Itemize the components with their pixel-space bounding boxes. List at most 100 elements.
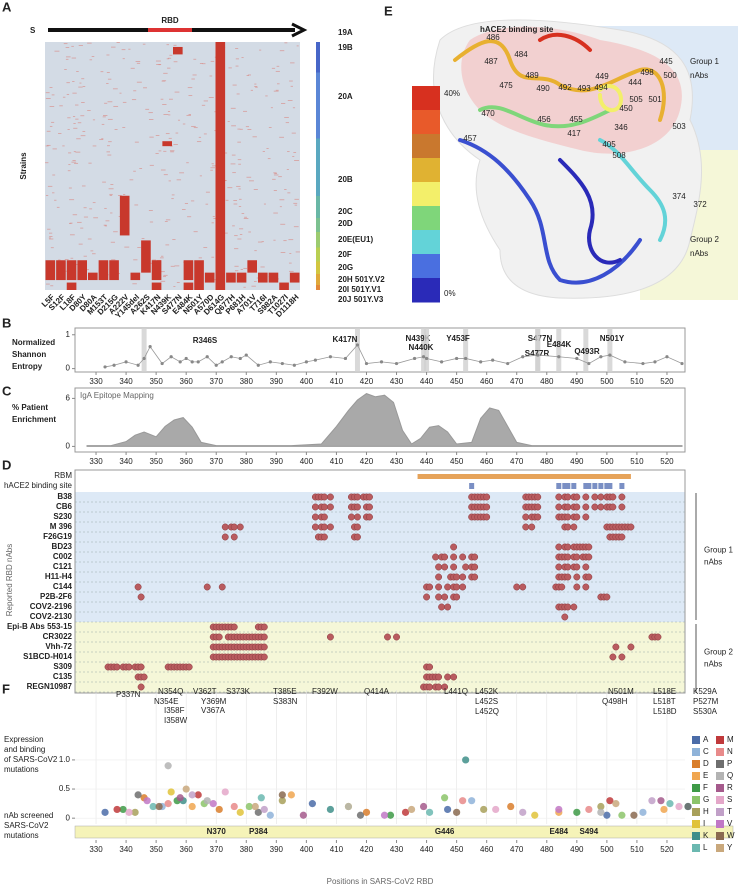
epitope-residue bbox=[534, 503, 542, 511]
group-label: nAbs bbox=[704, 660, 722, 669]
heatmap-texture bbox=[266, 148, 269, 149]
heatmap-texture bbox=[133, 90, 137, 92]
legend-swatch bbox=[692, 844, 700, 852]
heatmap-texture bbox=[71, 45, 74, 47]
legend-label: K bbox=[703, 831, 709, 840]
epitope-residue bbox=[459, 583, 467, 591]
heatmap-texture bbox=[73, 127, 78, 129]
heatmap-texture bbox=[246, 176, 252, 178]
heatmap-texture bbox=[163, 276, 167, 278]
epitope-residue bbox=[618, 493, 626, 501]
heatmap-texture bbox=[160, 169, 166, 171]
y-axis-title: % Patient bbox=[12, 403, 48, 412]
mutation-block bbox=[109, 260, 119, 281]
y-axis-title: Shannon bbox=[12, 350, 46, 359]
clade-label: 20H 501Y.V2 bbox=[338, 275, 385, 284]
mutation-block bbox=[215, 42, 226, 290]
heatmap-texture bbox=[290, 85, 293, 87]
heatmap-texture bbox=[235, 65, 239, 67]
epitope-residue bbox=[582, 563, 590, 571]
mutation-block bbox=[151, 260, 162, 281]
heatmap-texture bbox=[212, 216, 215, 217]
heatmap-texture bbox=[163, 274, 168, 276]
heatmap-texture bbox=[249, 180, 254, 182]
heatmap-texture bbox=[71, 161, 77, 163]
x-tick-label: 520 bbox=[660, 457, 674, 466]
panel-label: C bbox=[2, 383, 12, 398]
mutation-label: L452S bbox=[475, 697, 498, 706]
group-label: nAbs bbox=[704, 558, 722, 567]
x-tick-label: 390 bbox=[270, 845, 284, 854]
mutation-point bbox=[618, 811, 626, 819]
heatmap-texture bbox=[280, 252, 286, 253]
mutation-point bbox=[236, 808, 244, 816]
heatmap-texture bbox=[274, 173, 278, 175]
x-tick-label: 480 bbox=[540, 845, 554, 854]
mutation-point bbox=[597, 802, 605, 811]
residue-label: 449 bbox=[595, 72, 609, 81]
heatmap-texture bbox=[65, 270, 68, 272]
mutation-label: I358F bbox=[164, 706, 185, 715]
entropy-point bbox=[641, 361, 645, 366]
heatmap-texture bbox=[293, 152, 297, 153]
heatmap-texture bbox=[131, 99, 137, 101]
epitope-residue bbox=[654, 633, 662, 641]
epitope-residue bbox=[570, 523, 578, 531]
mutation-point bbox=[287, 791, 295, 799]
entropy-point bbox=[599, 355, 603, 359]
heatmap-texture bbox=[101, 138, 104, 140]
residue-label: 489 bbox=[525, 71, 539, 80]
x-tick-label: 370 bbox=[210, 845, 224, 854]
epitope-residue bbox=[326, 633, 334, 641]
mutation-block bbox=[66, 260, 77, 281]
epitope-residue bbox=[564, 523, 572, 531]
x-tick-label: 450 bbox=[450, 377, 464, 386]
entropy-point bbox=[412, 356, 417, 361]
heatmap-texture bbox=[56, 206, 60, 208]
y-axis-title: Normalized bbox=[12, 338, 55, 347]
epitope-residue bbox=[366, 503, 373, 511]
epitope-residue bbox=[326, 493, 334, 501]
epitope-residue bbox=[591, 493, 599, 501]
residue-label: 417 bbox=[567, 129, 581, 138]
epitope-residue bbox=[609, 653, 617, 661]
mutation-block bbox=[88, 272, 98, 281]
epitope-residue bbox=[260, 653, 268, 661]
epitope-residue bbox=[426, 683, 434, 691]
x-tick-label: 490 bbox=[570, 377, 584, 386]
mutation-point bbox=[203, 797, 211, 805]
epitope-residue bbox=[366, 513, 373, 521]
x-tick-label: 420 bbox=[360, 457, 374, 466]
y-tick-label: 0 bbox=[66, 442, 71, 451]
heatmap-texture bbox=[181, 209, 186, 210]
epitope-residue bbox=[140, 673, 148, 681]
heatmap-texture bbox=[166, 58, 170, 60]
heatmap-texture bbox=[213, 218, 217, 219]
ace2-site bbox=[571, 483, 577, 489]
mutation-point bbox=[230, 802, 238, 811]
scale-swatch bbox=[412, 278, 440, 303]
heatmap-texture bbox=[110, 184, 114, 185]
heatmap-texture bbox=[155, 60, 161, 62]
residue-label: 372 bbox=[693, 200, 707, 209]
x-tick-label: 520 bbox=[660, 845, 674, 854]
residue-label: 374 bbox=[672, 192, 686, 201]
heatmap-texture bbox=[168, 137, 172, 139]
heatmap-texture bbox=[208, 97, 214, 98]
heatmap-texture bbox=[67, 170, 71, 172]
heatmap-texture bbox=[45, 98, 51, 99]
entropy-point bbox=[536, 353, 540, 357]
entropy-point bbox=[379, 360, 384, 364]
epitope-residue bbox=[311, 513, 319, 521]
x-tick-label: 460 bbox=[480, 377, 494, 386]
heatmap-texture bbox=[259, 49, 262, 51]
mutation-point bbox=[639, 808, 647, 816]
clade-bar bbox=[316, 232, 320, 248]
heatmap-texture bbox=[160, 271, 165, 273]
legend-label: D bbox=[703, 759, 709, 768]
epitope-residue bbox=[320, 503, 328, 511]
heatmap-texture bbox=[76, 138, 81, 140]
x-tick-label: 390 bbox=[270, 457, 284, 466]
epitope-residue bbox=[432, 553, 440, 561]
heatmap-texture bbox=[136, 62, 141, 64]
